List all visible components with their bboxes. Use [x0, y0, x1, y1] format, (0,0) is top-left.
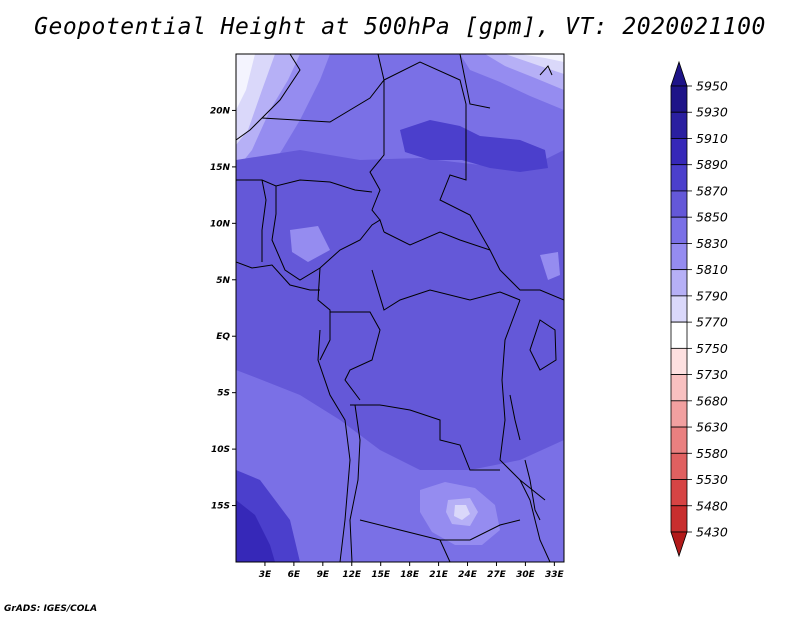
- legend-label: 5580: [696, 446, 728, 461]
- lat-tick-label: 5S: [217, 389, 230, 399]
- lat-tick-label: 5N: [216, 276, 230, 286]
- lon-tick-label: 6E: [288, 570, 301, 580]
- latitude-axis: 20N 15N 10N 5N EQ 5S 10S 15S: [210, 106, 236, 512]
- border-segment: [236, 54, 301, 141]
- coastline-segment: [236, 261, 320, 291]
- lon-tick-label: 12E: [342, 570, 362, 580]
- legend-label: 5680: [696, 393, 728, 408]
- border-segment: [359, 519, 521, 541]
- field-5830-gulf: [290, 226, 330, 262]
- lake-victoria-outline: [529, 319, 557, 371]
- legend-label: 5430: [696, 525, 728, 540]
- legend-swatch: [670, 426, 688, 454]
- color-legend: 5950 5930 5910 5890 5870 5850 5830 5810 5790 5770…: [670, 60, 728, 558]
- legend-label: 5930: [696, 105, 728, 120]
- legend-label: 5730: [696, 367, 728, 382]
- lat-tick-label: 10S: [211, 445, 230, 455]
- legend-label: 5870: [696, 183, 728, 198]
- legend-label: 5890: [696, 157, 728, 172]
- legend-swatch: [670, 190, 688, 218]
- field-5770-north-west: [236, 54, 255, 110]
- border-segment: [459, 54, 491, 109]
- lake-malawi-outline: [524, 459, 541, 521]
- field-5830-east: [540, 252, 560, 280]
- chart-title: Geopotential Height at 500hPa [gpm], VT:…: [34, 14, 766, 40]
- legend-swatch: [670, 138, 688, 166]
- software-credit: GrADS: IGES/COLA: [4, 604, 98, 614]
- border-segment: [317, 267, 331, 361]
- border-segment: [261, 54, 385, 123]
- lon-tick-label: 21E: [429, 570, 449, 580]
- legend-label: 5480: [696, 498, 728, 513]
- lat-tick-label: EQ: [216, 332, 230, 342]
- legend-swatch: [670, 216, 688, 244]
- legend-label: 5750: [696, 341, 728, 356]
- legend-swatch: [670, 295, 688, 323]
- lon-tick-label: 15E: [371, 570, 391, 580]
- border-segment: [369, 80, 385, 221]
- legend-label: 5850: [696, 210, 728, 225]
- legend-bottom-arrow: [670, 531, 688, 558]
- coastline-segment: [317, 329, 351, 562]
- legend-swatch: [670, 269, 688, 297]
- border-segment: [439, 539, 451, 562]
- legend-swatch: [670, 374, 688, 402]
- border-segment: [330, 311, 381, 401]
- country-borders: [236, 54, 564, 562]
- legend-label: 5770: [696, 315, 728, 330]
- legend-swatch: [670, 111, 688, 139]
- lon-tick-label: 33E: [545, 570, 565, 580]
- lat-tick-label: 15N: [210, 163, 231, 173]
- legend-swatch: [670, 243, 688, 271]
- legend-swatch: [670, 164, 688, 192]
- legend-label: 5630: [696, 420, 728, 435]
- legend-swatch: [670, 452, 688, 480]
- legend-swatch: [670, 321, 688, 349]
- lat-tick-label: 20N: [210, 106, 231, 116]
- field-5890-sahel-core: [400, 120, 548, 172]
- lon-tick-label: 24E: [458, 570, 478, 580]
- legend-label: 5530: [696, 472, 728, 487]
- geopotential-field: [236, 54, 564, 562]
- lon-tick-label: 27E: [487, 570, 507, 580]
- border-segment: [350, 404, 500, 471]
- field-5790-south: [454, 505, 470, 520]
- border-segment: [519, 479, 551, 562]
- longitude-axis: 3E 6E 9E 12E 15E 18E 21E 24E 27E 30E 33E: [259, 562, 565, 580]
- lon-tick-label: 30E: [516, 570, 536, 580]
- coastline-segment: [539, 65, 553, 76]
- legend-swatch: [670, 347, 688, 375]
- border-segment: [383, 231, 564, 301]
- legend-swatch: [670, 400, 688, 428]
- field-5770-north-east: [520, 54, 564, 62]
- map-frame: [235, 53, 565, 563]
- border-segment: [383, 61, 491, 251]
- legend-swatch: [670, 505, 688, 533]
- field-5910-south-west: [236, 500, 275, 562]
- legend-label: 5790: [696, 288, 728, 303]
- legend-top-arrow: [670, 60, 688, 87]
- lat-tick-label: 15S: [211, 502, 230, 512]
- lon-tick-label: 9E: [317, 570, 330, 580]
- legend-label: 5830: [696, 236, 728, 251]
- border-segment: [261, 179, 267, 262]
- border-segment: [349, 404, 361, 562]
- legend-label: 5950: [696, 79, 728, 94]
- legend-swatch: [670, 479, 688, 507]
- legend-swatch: [670, 85, 688, 113]
- lon-tick-label: 18E: [400, 570, 420, 580]
- lake-tanganyika-outline: [509, 394, 521, 441]
- legend-label: 5810: [696, 262, 728, 277]
- lat-tick-label: 10N: [210, 219, 231, 229]
- border-segment: [371, 269, 521, 311]
- legend-label: 5910: [696, 131, 728, 146]
- lon-tick-label: 3E: [259, 570, 272, 580]
